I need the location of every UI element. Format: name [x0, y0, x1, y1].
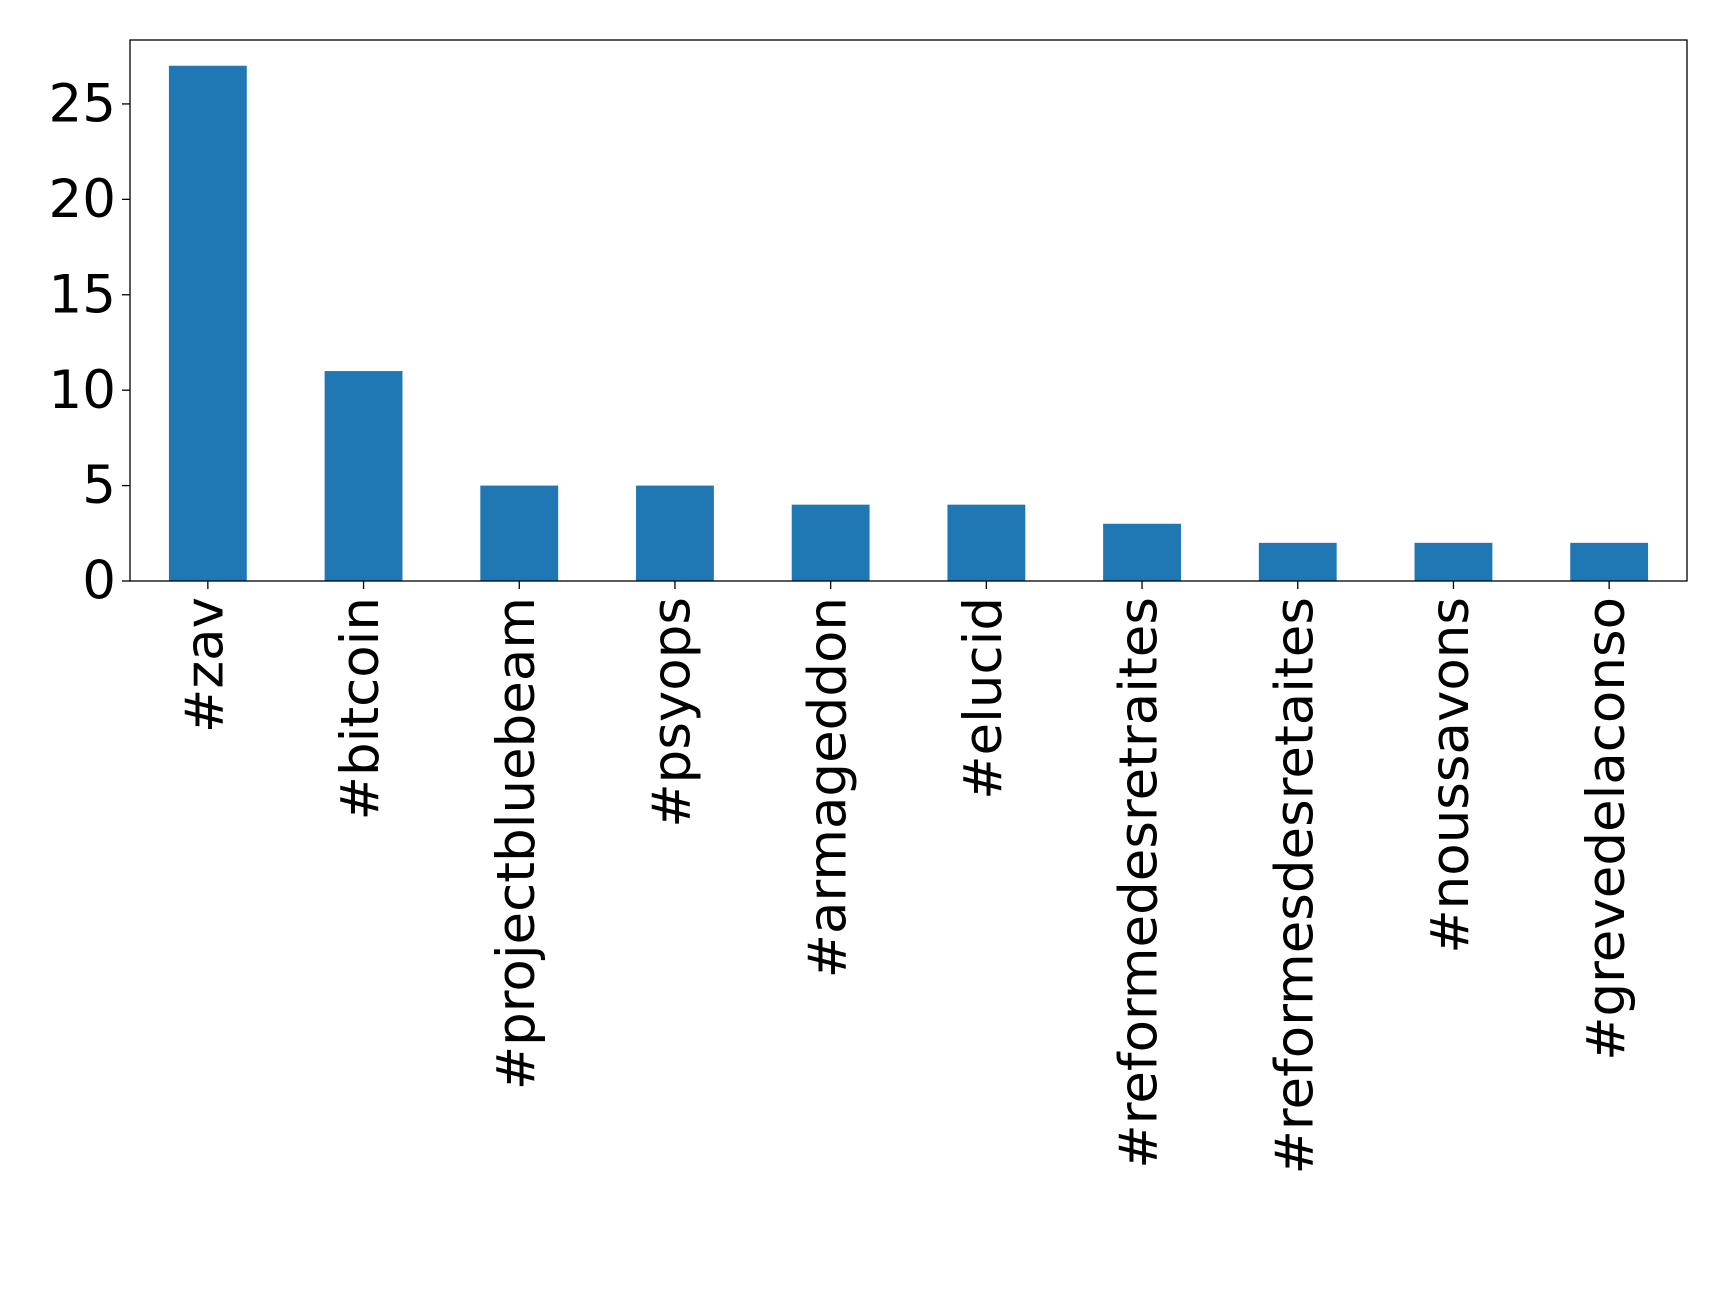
x-tick-label: #reformesdesretaites	[1264, 597, 1325, 1175]
y-tick-label: 10	[49, 360, 116, 421]
x-tick-label: #bitcoin	[330, 597, 391, 820]
bar	[1570, 542, 1649, 581]
y-tick-label: 25	[49, 74, 116, 135]
bar	[1258, 542, 1337, 581]
bar	[480, 485, 559, 581]
bar	[324, 371, 403, 581]
x-tick-label: #grevedelaconso	[1576, 597, 1637, 1061]
y-tick-label: 5	[82, 455, 116, 516]
x-tick-label: #armageddon	[797, 597, 858, 978]
x-tick-label: #elucid	[953, 597, 1014, 800]
bar	[168, 65, 247, 581]
bar	[947, 504, 1026, 581]
plot-frame	[129, 39, 1688, 582]
y-tick-label: 20	[49, 169, 116, 230]
bar	[1414, 542, 1493, 581]
x-tick-label: #psyops	[642, 597, 703, 828]
x-tick-label: #noussavons	[1420, 597, 1481, 954]
bar	[636, 485, 714, 581]
x-tick-label: #zav	[174, 597, 235, 733]
y-tick-label: 0	[82, 551, 116, 612]
x-tick-label: #projectbluebeam	[486, 597, 547, 1090]
bar	[1103, 523, 1181, 581]
bar	[791, 504, 870, 581]
x-tick-label: #reformedesretraites	[1109, 597, 1170, 1169]
y-tick-label: 15	[49, 264, 116, 325]
